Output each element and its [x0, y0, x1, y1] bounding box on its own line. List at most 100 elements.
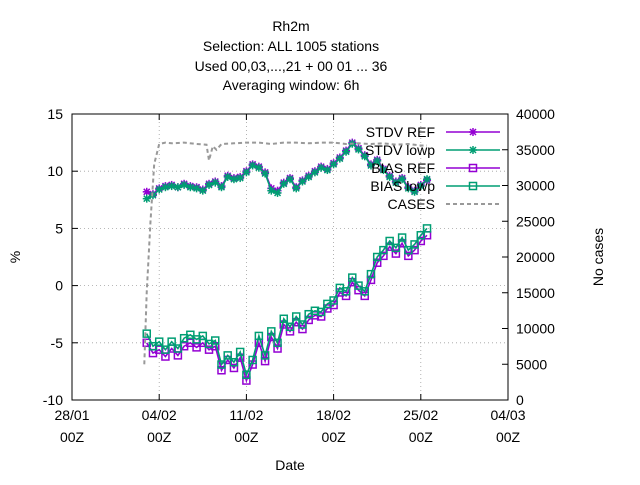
data-point-square: [186, 330, 195, 340]
x-tick-label-hour: 00Z: [60, 429, 85, 445]
x-tick-label-date: 18/02: [316, 407, 351, 423]
data-point-square: [148, 341, 158, 351]
data-point-square: [223, 351, 232, 360]
left-axis: -10 -5 0 5 10 15: [43, 106, 78, 408]
data-point-square: [260, 351, 270, 360]
y-tick-label-left: 0: [55, 278, 63, 294]
data-point-square: [391, 243, 401, 253]
data-point-square: [173, 344, 183, 353]
data-point-star: [379, 166, 388, 175]
y-tick-label-right: 20000: [516, 249, 555, 265]
x-tick-label-date: 28/01: [54, 407, 89, 423]
data-point-star: [423, 175, 432, 184]
data-point-square: [385, 236, 394, 246]
data-point-star: [217, 183, 226, 192]
data-point-star: [261, 169, 270, 178]
data-point-square: [217, 360, 226, 369]
data-point-square: [366, 269, 376, 279]
legend-label: BIAS lowp: [370, 178, 435, 194]
series-bias-lowp: [142, 224, 432, 380]
data-point-square: [360, 287, 369, 296]
data-point-square: [285, 322, 295, 332]
data-point-star: [205, 180, 214, 189]
data-point-square: [298, 320, 307, 329]
x-tick-label-hour: 00Z: [234, 429, 259, 445]
y-tick-label-right: 10000: [516, 321, 555, 337]
x-tick-label-hour: 00Z: [409, 429, 434, 445]
y-tick-label-right: 30000: [516, 178, 555, 194]
legend-item: STDV REF: [366, 124, 500, 140]
data-point-square: [279, 314, 289, 324]
y-tick-label-right: 25000: [516, 213, 555, 229]
legend-label: STDV REF: [366, 124, 435, 140]
grid: [72, 114, 508, 400]
data-point-star: [354, 145, 363, 154]
plot-frame: [71, 113, 509, 401]
data-point-square: [254, 331, 264, 341]
data-point-square: [379, 251, 388, 261]
x-tick-label-date: 25/02: [403, 407, 438, 423]
data-point-star: [186, 183, 195, 192]
data-point-star: [211, 178, 220, 187]
data-point-star: [254, 163, 263, 172]
x-tick-label-date: 11/02: [229, 407, 263, 423]
data-point-square: [267, 327, 276, 336]
data-point-square: [316, 307, 326, 317]
data-point-square: [404, 245, 413, 255]
x-tick-label-date: 04/03: [490, 407, 525, 423]
y-tick-label-right: 15000: [516, 285, 555, 301]
data-point-square: [416, 231, 426, 240]
data-point-star: [310, 168, 319, 177]
data-point-star: [469, 146, 477, 154]
legend-label: CASES: [388, 196, 435, 212]
data-point-star: [173, 183, 182, 192]
data-point-square: [229, 363, 239, 373]
data-point-square: [242, 376, 251, 385]
chart-title: Rh2m Selection: ALL 1005 stations Used 0…: [195, 18, 388, 93]
x-tick-label-hour: 00Z: [147, 429, 172, 445]
y-tick-label-left: -5: [51, 335, 64, 351]
y-axis-label-right: No cases: [590, 228, 606, 286]
data-point-square: [341, 287, 351, 296]
data-point-star: [198, 186, 207, 195]
y-axis-label-left: %: [7, 251, 23, 263]
series-line: [143, 141, 427, 365]
data-point-star: [167, 182, 176, 191]
data-point-square: [354, 281, 363, 290]
series-line: [145, 227, 428, 378]
x-tick-label-hour: 00Z: [322, 429, 347, 445]
data-point-star: [192, 184, 201, 193]
data-point-square: [142, 329, 151, 338]
data-point-star: [286, 175, 294, 184]
data-point-square: [242, 370, 251, 380]
data-point-star: [385, 172, 394, 181]
data-point-square: [161, 345, 170, 354]
data-point-square: [310, 306, 320, 316]
data-point-square: [235, 347, 245, 357]
x-axis: 28/01 00Z 04/02 00Z 11/02 00Z 18/02 00Z 25/02 00Z…: [54, 114, 526, 445]
chart-subtitle-used: Used 00,03,...,21 + 00 01 ... 36: [195, 58, 388, 74]
data-point-star: [155, 185, 164, 194]
data-point-square: [273, 338, 282, 348]
chart-subtitle-averaging: Averaging window: 6h: [223, 77, 360, 93]
data-point-square: [291, 312, 301, 321]
data-point-square: [329, 296, 338, 305]
data-point-square: [217, 366, 226, 375]
data-point-star: [317, 163, 326, 172]
data-point-star: [304, 172, 313, 181]
data-point-square: [372, 252, 382, 262]
data-point-star: [404, 184, 413, 193]
legend-item: BIAS lowp: [370, 178, 500, 194]
data-point-square: [410, 240, 419, 249]
data-point-square: [316, 312, 326, 321]
data-point-star: [398, 175, 407, 184]
data-point-square: [192, 343, 201, 352]
data-point-star: [416, 182, 425, 191]
data-point-star: [298, 177, 307, 186]
data-point-square: [154, 337, 164, 346]
y-tick-label-left: 15: [47, 106, 63, 122]
data-point-star: [469, 128, 477, 136]
data-point-star: [248, 161, 257, 170]
data-point-star: [373, 156, 382, 165]
